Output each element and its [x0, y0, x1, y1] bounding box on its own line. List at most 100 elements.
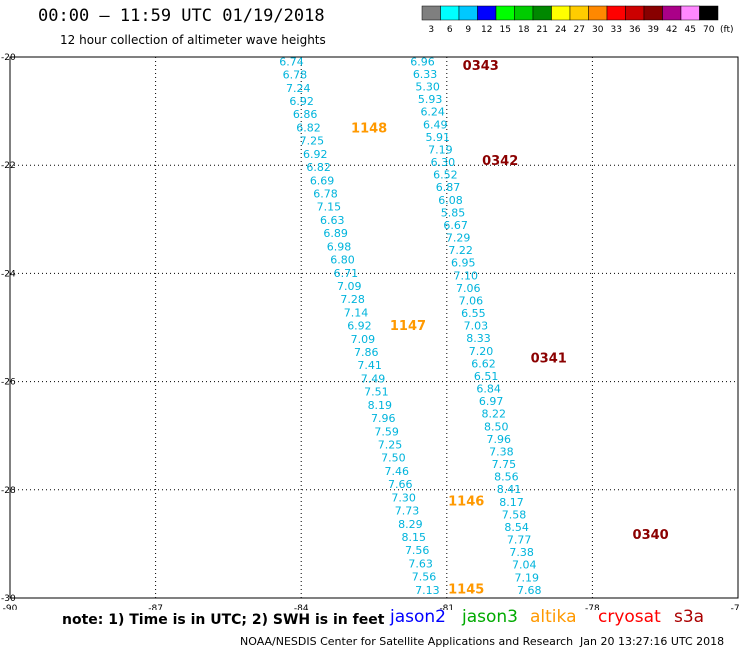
swh-value-left: 7.24 — [286, 82, 311, 95]
swh-value-right: 6.84 — [476, 383, 501, 396]
credit-line: NOAA/NESDIS Center for Satellite Applica… — [240, 635, 574, 648]
swh-value-right: 6.96 — [410, 55, 435, 68]
map-subtitle: 12 hour collection of altimeter wave hei… — [60, 33, 326, 47]
lon-tick-label: -78 — [585, 604, 600, 610]
swh-value-right: 8.54 — [504, 521, 529, 534]
legend-label-24: 24 — [555, 25, 567, 35]
swh-value-left: 7.28 — [340, 293, 365, 306]
swh-value-left: 7.30 — [391, 491, 416, 504]
swh-value-left: 7.56 — [412, 571, 437, 584]
legend-label-9: 9 — [465, 25, 471, 35]
swh-value-right: 7.75 — [492, 458, 517, 471]
swh-value-left: 7.41 — [357, 359, 382, 372]
legend-label-27: 27 — [574, 25, 585, 35]
swh-value-right: 5.85 — [441, 206, 466, 219]
swh-value-right: 6.62 — [471, 357, 496, 370]
swh-value-left: 7.59 — [374, 425, 399, 438]
swh-value-left: 7.51 — [364, 386, 389, 399]
swh-value-left: 7.25 — [378, 439, 403, 452]
swh-value-left: 7.46 — [385, 465, 410, 478]
legend-label-33: 33 — [611, 25, 622, 35]
swh-value-left: 6.92 — [347, 320, 372, 333]
lon-tick-label: -90 — [3, 604, 18, 610]
swh-value-right: 6.33 — [413, 68, 438, 81]
swh-value-right: 7.19 — [515, 571, 540, 584]
swh-value-right: 8.41 — [497, 483, 522, 496]
map-title: 00:00 – 11:59 UTC 01/19/2018 — [38, 6, 325, 26]
legend-label-42: 42 — [666, 25, 677, 35]
swh-value-left: 7.49 — [361, 372, 386, 385]
swh-value-right: 7.38 — [509, 546, 534, 559]
swh-value-left: 6.89 — [323, 227, 348, 240]
swh-value-left: 7.66 — [388, 478, 413, 491]
swh-value-right: 7.10 — [454, 269, 479, 282]
swh-value-left: 7.50 — [381, 452, 406, 465]
swh-value-right: 8.50 — [484, 420, 509, 433]
legend-label-3: 3 — [428, 25, 434, 35]
swh-value-left: 6.98 — [327, 240, 352, 253]
swh-value-left: 6.69 — [310, 174, 335, 187]
swh-value-right: 5.93 — [418, 93, 443, 106]
swh-value-left: 7.09 — [351, 333, 376, 346]
swh-value-right: 7.96 — [487, 433, 512, 446]
lat-tick-label: -30 — [1, 594, 16, 604]
swh-value-right: 6.67 — [443, 219, 468, 232]
pass-time-label: 0341 — [531, 351, 567, 366]
swh-value-left: 6.82 — [296, 121, 321, 134]
swh-value-right: 7.20 — [469, 345, 494, 358]
swh-value-left: 6.71 — [334, 267, 359, 280]
legend-label-21: 21 — [537, 25, 548, 35]
swh-value-right: 6.24 — [420, 106, 445, 119]
swh-value-left: 7.63 — [408, 557, 433, 570]
pass-time-label: 1145 — [448, 582, 484, 597]
swh-value-right: 6.08 — [438, 194, 463, 207]
legend-swatch-70 — [699, 5, 719, 21]
swh-value-left: 8.19 — [368, 399, 393, 412]
swh-value-right: 6.49 — [423, 118, 448, 131]
legend-label-36: 36 — [629, 25, 641, 35]
color-scale-legend: 3 6 9 12 15 18 21 24 27 30 33 36 39 42 45 70 (ft) — [421, 5, 734, 35]
swh-value-left: 6.92 — [303, 148, 328, 161]
swh-value-left: 6.80 — [330, 254, 355, 267]
swh-value-right: 7.22 — [448, 244, 473, 257]
swh-value-left: 6.74 — [279, 55, 304, 68]
swh-value-left: 7.14 — [344, 306, 369, 319]
swh-value-right: 6.95 — [451, 257, 476, 270]
swh-value-left: 8.15 — [402, 531, 427, 544]
swh-value-left: 6.86 — [293, 108, 318, 121]
legend-label-6: 6 — [447, 25, 453, 35]
swh-value-left: 7.73 — [395, 505, 420, 518]
swh-value-right: 5.91 — [426, 131, 451, 144]
generation-timestamp: Jan 20 13:27:16 UTC 2018 — [580, 635, 725, 648]
legend-label-70: 70 — [703, 25, 715, 35]
footnote: note: 1) Time is in UTC; 2) SWH is in fe… — [62, 612, 385, 628]
swh-value-right: 6.30 — [431, 156, 456, 169]
swh-value-left: 8.29 — [398, 518, 423, 531]
swh-value-left: 6.63 — [320, 214, 345, 227]
satellite-jason3-label: jason3 — [462, 607, 518, 627]
legend-label-15: 15 — [500, 25, 511, 35]
swh-value-left: 6.92 — [289, 95, 314, 108]
pass-time-label: 0343 — [463, 59, 499, 74]
swh-value-right: 7.29 — [446, 232, 471, 245]
satellite-altika-label: altika — [530, 607, 577, 627]
swh-value-right: 7.04 — [512, 559, 537, 572]
pass-time-label: 1146 — [448, 495, 484, 510]
swh-value-right: 7.77 — [507, 534, 532, 547]
swh-value-left: 6.82 — [306, 161, 331, 174]
lat-tick-label: -28 — [1, 486, 16, 496]
altimeter-map: -90 -87 -84 -81 -78 -75 -20 -22 -24 -26 -28 -30 6.74… — [1, 53, 740, 610]
lon-tick-label: -84 — [294, 604, 309, 610]
lat-tick-label: -22 — [1, 161, 16, 171]
satellite-cryosat-label: cryosat — [598, 607, 661, 627]
lat-tick-label: -24 — [1, 269, 16, 279]
swh-value-right: 6.52 — [433, 169, 458, 182]
pass-time-label: 0342 — [482, 154, 518, 169]
swh-value-right: 7.58 — [502, 508, 527, 521]
legend-label-30: 30 — [592, 25, 604, 35]
pass-time-label: 0340 — [633, 528, 669, 543]
lon-tick-label: -87 — [148, 604, 163, 610]
swh-value-left: 6.78 — [283, 69, 308, 82]
pass-time-label: 1148 — [351, 121, 387, 136]
swh-value-right: 6.87 — [436, 181, 461, 194]
